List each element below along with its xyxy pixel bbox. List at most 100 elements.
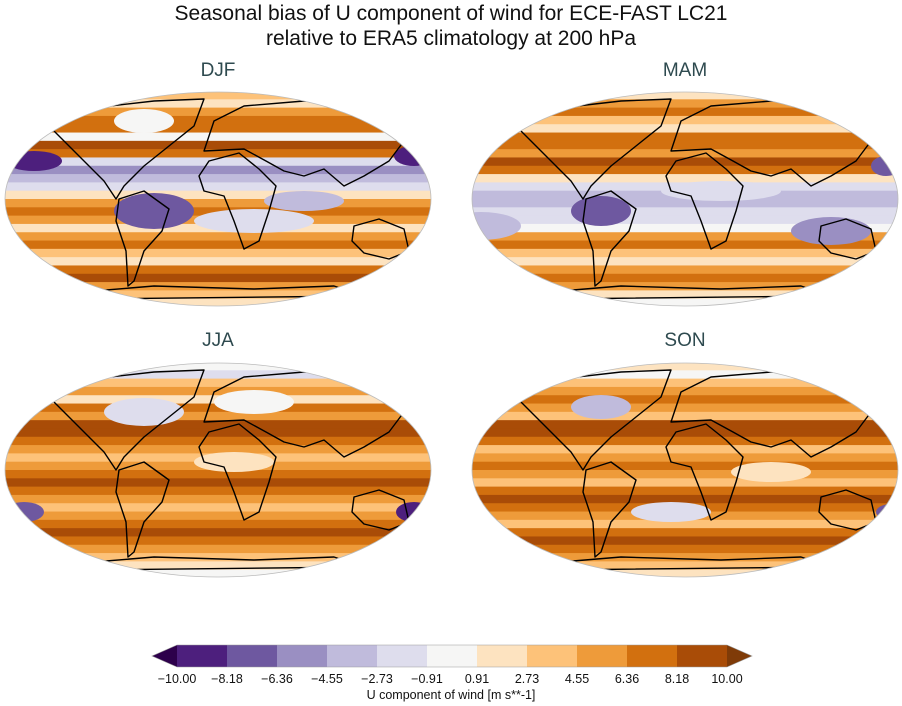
bias-band: [5, 92, 431, 100]
colorbar-tick-label: −6.36: [261, 672, 293, 686]
north-america-coastline: [43, 98, 205, 200]
colorbar-segment: [627, 645, 678, 667]
bias-band: [5, 232, 431, 242]
bias-band: [5, 165, 431, 175]
bias-band: [5, 494, 431, 504]
colorbar-tick-label: −2.73: [361, 672, 393, 686]
bias-region: [194, 209, 314, 233]
bias-band: [472, 544, 898, 554]
map-son: [471, 362, 899, 578]
map-border: [471, 91, 899, 307]
bias-region: [661, 181, 781, 201]
bias-band: [472, 428, 898, 438]
bias-band: [5, 140, 431, 150]
africa-coastline: [198, 152, 277, 250]
panel-title-son: SON: [664, 330, 706, 351]
bias-band: [472, 453, 898, 463]
africa-coastline: [665, 423, 744, 521]
bias-band: [472, 298, 898, 306]
bias-band: [5, 363, 431, 371]
bias-region: [791, 217, 871, 245]
colorbar-segment: [427, 645, 478, 667]
bias-band: [472, 486, 898, 496]
bias-band: [5, 290, 431, 300]
bias-band: [5, 149, 431, 159]
bias-region: [631, 502, 711, 522]
bias-band: [5, 428, 431, 438]
africa-coastline: [198, 423, 277, 521]
bias-band: [472, 470, 898, 479]
bias-band: [472, 553, 898, 562]
colorbar-tick-label: −4.55: [311, 672, 343, 686]
colorbar-tick-label: 0.91: [464, 672, 490, 686]
bias-band: [5, 561, 431, 571]
south-america-coastline: [115, 190, 170, 287]
bias-region: [114, 109, 174, 133]
colorbar-segment: [377, 645, 428, 667]
bias-band: [472, 370, 898, 380]
bias-band: [5, 248, 431, 258]
map-jja: [4, 362, 432, 578]
colorbar-tick-label: 8.18: [664, 672, 690, 686]
colorbar-label: U component of wind [m s**-1]: [366, 688, 536, 702]
panel-title-jja: JJA: [202, 330, 234, 351]
colorbar-segment: [527, 645, 578, 667]
colorbar: [151, 644, 753, 668]
colorbar-tick-label: 4.55: [564, 672, 590, 686]
bias-band: [472, 395, 898, 405]
bias-region: [104, 398, 184, 426]
bias-band: [472, 445, 898, 454]
bias-band: [472, 232, 898, 242]
south-america-coastline: [115, 461, 170, 558]
bias-band: [5, 240, 431, 250]
bias-band: [472, 561, 898, 571]
bias-band: [472, 107, 898, 117]
eurasia-coastline: [203, 100, 420, 187]
bias-band: [472, 290, 898, 300]
bias-band: [472, 124, 898, 134]
bias-band: [472, 528, 898, 538]
map-border: [471, 362, 899, 578]
bias-band: [5, 273, 431, 283]
bias-band: [5, 282, 431, 291]
south-america-coastline: [582, 190, 637, 287]
bias-band: [472, 140, 898, 150]
bias-band: [472, 411, 898, 421]
bias-region: [264, 191, 344, 211]
bias-band: [472, 536, 898, 546]
eurasia-coastline: [670, 371, 887, 458]
figure-title-line2: relative to ERA5 climatology at 200 hPa: [265, 27, 637, 50]
map-mam: [471, 91, 899, 307]
bias-band: [5, 257, 431, 267]
eurasia-coastline: [203, 371, 420, 458]
bias-band: [5, 553, 431, 562]
bias-band: [5, 519, 431, 529]
colorbar-tick-label: −0.91: [411, 672, 443, 686]
bias-band: [472, 403, 898, 413]
bias-band: [5, 157, 431, 167]
colorbar-segment: [327, 645, 378, 667]
south-america-coastline: [582, 461, 637, 558]
bias-band: [5, 528, 431, 538]
bias-band: [472, 240, 898, 250]
bias-band: [472, 223, 898, 233]
north-america-coastline: [43, 369, 205, 471]
bias-band: [5, 511, 431, 521]
bias-band: [472, 494, 898, 504]
bias-band: [5, 124, 431, 134]
bias-band: [472, 215, 898, 225]
bias-band: [472, 386, 898, 396]
bias-band: [5, 132, 431, 142]
panel-title-djf: DJF: [200, 60, 236, 81]
bias-band: [472, 248, 898, 258]
bias-band: [5, 265, 431, 275]
north-america-coastline: [510, 369, 672, 471]
bias-band: [5, 486, 431, 496]
figure-title-line1: Seasonal bias of U component of wind for…: [174, 2, 728, 25]
bias-band: [5, 544, 431, 554]
bias-band: [5, 199, 431, 208]
bias-band: [472, 199, 898, 208]
bias-band: [5, 298, 431, 306]
colorbar-tick-label: −10.00: [157, 672, 197, 686]
